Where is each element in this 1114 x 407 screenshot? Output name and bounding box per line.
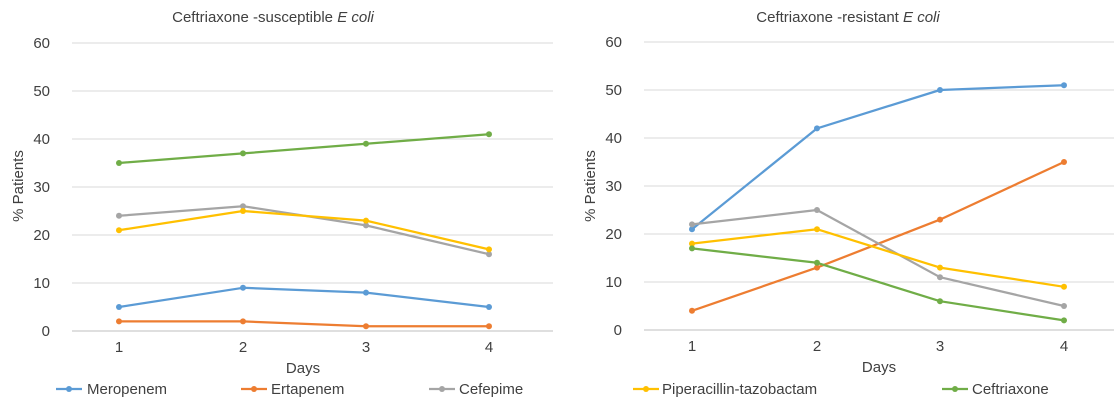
legend-label: Meropenem <box>87 381 167 398</box>
series-line-cefepime <box>691 208 1065 308</box>
x-tick-label: 3 <box>936 338 944 355</box>
y-tick-label: 40 <box>605 130 622 147</box>
data-point <box>814 125 820 132</box>
data-point <box>363 323 369 330</box>
data-point <box>814 264 820 271</box>
y-tick-label: 60 <box>33 35 50 52</box>
series-line-meropenem <box>118 286 490 309</box>
legend: Meropenem Ertapenem Cefepime Piperacillin-t… <box>56 381 1049 398</box>
data-point <box>814 207 820 213</box>
data-point <box>116 318 122 325</box>
chart-title: Ceftriaxone -resistant E coli <box>756 9 940 26</box>
y-tick-label: 50 <box>605 82 622 99</box>
data-point <box>689 245 695 252</box>
legend-label: Ceftriaxone <box>972 381 1049 398</box>
data-point <box>937 264 943 271</box>
data-point <box>1061 303 1067 309</box>
data-point <box>116 304 122 310</box>
legend-swatch-marker <box>251 386 257 392</box>
data-point <box>1061 82 1067 89</box>
data-point <box>937 274 943 281</box>
data-point <box>1061 317 1067 324</box>
data-point <box>814 226 820 233</box>
data-point <box>937 216 943 223</box>
y-tick-label: 10 <box>605 274 622 291</box>
data-point <box>689 226 695 233</box>
series-line-piperacillin-tazobactam <box>691 228 1065 288</box>
data-point <box>486 304 492 310</box>
data-point <box>116 160 122 166</box>
y-tick-label: 30 <box>33 179 50 196</box>
legend-swatch-marker <box>439 386 445 392</box>
data-point <box>116 212 122 219</box>
data-point <box>689 307 695 314</box>
data-point <box>486 251 492 258</box>
series-line-meropenem <box>691 84 1065 231</box>
chart-panel-resistant: Ceftriaxone -resistant E coli % Patients… <box>582 9 1114 376</box>
data-point <box>363 140 369 147</box>
y-tick-label: 0 <box>42 323 50 340</box>
x-tick-label: 3 <box>362 339 370 356</box>
data-point <box>116 227 122 234</box>
x-tick-label: 1 <box>688 338 696 355</box>
data-point <box>814 259 820 266</box>
data-point <box>486 131 492 138</box>
y-tick-label: 50 <box>33 83 50 100</box>
series-line-ertapenem <box>119 320 489 328</box>
y-tick-label: 30 <box>605 178 622 195</box>
chart-title: Ceftriaxone -susceptible E coli <box>172 9 374 26</box>
x-tick-label: 2 <box>813 338 821 355</box>
x-axis-label: Days <box>862 359 896 376</box>
data-point <box>363 289 369 296</box>
x-tick-label: 4 <box>1060 338 1068 355</box>
x-tick-label: 2 <box>239 339 247 356</box>
y-tick-label: 40 <box>33 131 50 148</box>
y-tick-label: 20 <box>605 226 622 243</box>
data-point <box>1061 283 1067 290</box>
legend-label: Piperacillin-tazobactam <box>662 381 817 398</box>
legend-label: Ertapenem <box>271 381 344 398</box>
legend-swatch-marker <box>952 386 958 392</box>
data-point <box>240 150 246 157</box>
data-point <box>240 284 246 291</box>
y-tick-label: 20 <box>33 227 50 244</box>
series-line-ceftriaxone <box>691 247 1065 322</box>
x-axis-label: Days <box>286 360 320 377</box>
y-axis-label: % Patients <box>582 150 599 222</box>
data-point <box>240 208 246 214</box>
x-tick-label: 1 <box>115 339 123 356</box>
data-point <box>486 323 492 330</box>
data-point <box>486 246 492 253</box>
data-point <box>240 203 246 210</box>
data-point <box>937 87 943 93</box>
legend-label: Cefepime <box>459 381 523 398</box>
y-tick-label: 10 <box>33 275 50 292</box>
data-point <box>240 318 246 325</box>
series-line-ceftriaxone <box>118 133 490 165</box>
series-line-piperacillin-tazobactam <box>118 209 490 251</box>
legend-swatch-marker <box>66 386 72 392</box>
y-tick-label: 0 <box>614 322 622 339</box>
data-point <box>1061 159 1067 165</box>
series-line-cefepime <box>118 205 490 256</box>
data-point <box>937 298 943 305</box>
legend-swatch-marker <box>643 386 649 392</box>
data-point <box>363 217 369 224</box>
y-axis-label: % Patients <box>10 150 27 222</box>
data-point <box>689 221 695 228</box>
data-point <box>689 240 695 247</box>
y-tick-label: 60 <box>605 34 622 51</box>
data-point <box>363 222 369 229</box>
x-tick-label: 4 <box>485 339 493 356</box>
chart-panel-susceptible: Ceftriaxone -susceptible E coli % Patien… <box>10 9 553 377</box>
